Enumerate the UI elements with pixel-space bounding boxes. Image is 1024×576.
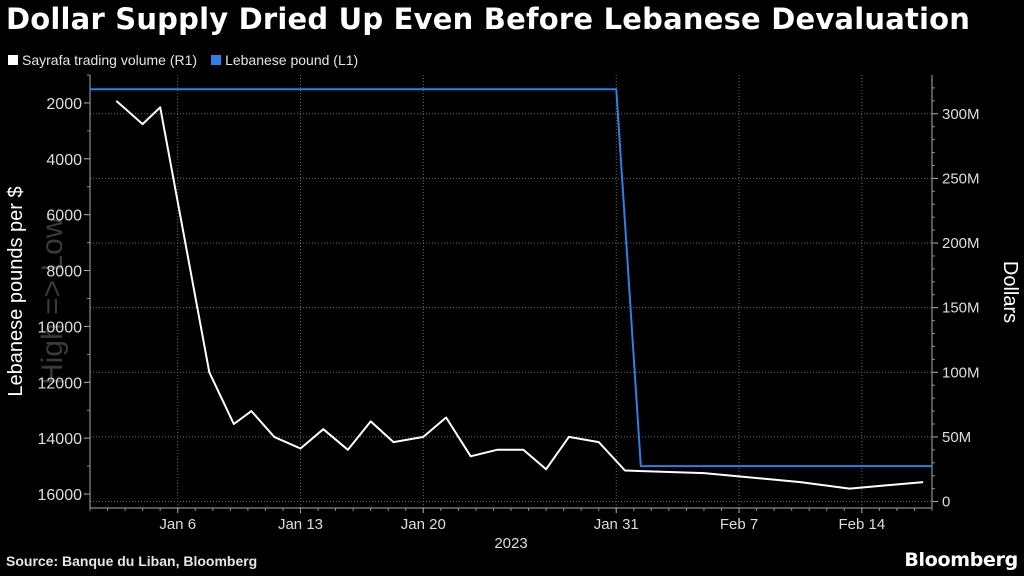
series-line-volume xyxy=(115,100,924,490)
y-left-tick-label: 8000 xyxy=(46,264,82,281)
legend-item-volume: Sayrafa trading volume (R1) xyxy=(8,52,197,68)
y-left-tick-label: 16000 xyxy=(38,487,83,504)
watermark-high-low: High => Low xyxy=(36,216,69,385)
x-axis-year-label: 2023 xyxy=(494,535,527,552)
y-left-tick-label: 4000 xyxy=(46,152,82,169)
y-left-tick-label: 6000 xyxy=(46,208,82,225)
y-right-tick-label: 200M xyxy=(942,235,980,252)
source-note: Source: Banque du Liban, Bloomberg xyxy=(6,553,258,569)
x-tick-label: Jan 20 xyxy=(401,516,446,533)
legend-label-pound: Lebanese pound (L1) xyxy=(225,52,359,68)
y-right-tick-label: 100M xyxy=(942,364,980,381)
y-right-tick-label: 250M xyxy=(942,170,980,187)
legend: Sayrafa trading volume (R1) Lebanese pou… xyxy=(8,52,358,68)
y-left-tick-label: 10000 xyxy=(38,319,83,336)
y-right-tick-label: 50M xyxy=(942,429,971,446)
x-tick-label: Feb 14 xyxy=(838,516,885,533)
y-left-tick-label: 2000 xyxy=(46,96,82,113)
legend-swatch-pound xyxy=(211,55,222,65)
legend-label-volume: Sayrafa trading volume (R1) xyxy=(22,52,198,68)
y-right-axis-title: Dollars xyxy=(999,261,1021,323)
y-left-tick-label: 14000 xyxy=(38,431,83,448)
series-line-pound xyxy=(90,88,932,468)
y-left-tick-label: 12000 xyxy=(38,375,83,392)
legend-item-pound: Lebanese pound (L1) xyxy=(211,52,358,68)
y-left-axis-title: Lebanese pounds per $ xyxy=(5,186,27,396)
y-right-tick-label: 300M xyxy=(942,106,980,123)
y-right-tick-label: 0 xyxy=(942,494,950,511)
x-tick-label: Jan 31 xyxy=(594,516,639,533)
chart-title: Dollar Supply Dried Up Even Before Leban… xyxy=(6,2,971,36)
bloomberg-logo: Bloomberg xyxy=(904,549,1018,571)
x-tick-label: Jan 13 xyxy=(278,516,323,533)
x-tick-label: Jan 6 xyxy=(159,516,196,533)
y-right-tick-label: 150M xyxy=(942,300,980,317)
x-tick-label: Feb 7 xyxy=(720,516,758,533)
legend-swatch-volume xyxy=(8,55,18,65)
